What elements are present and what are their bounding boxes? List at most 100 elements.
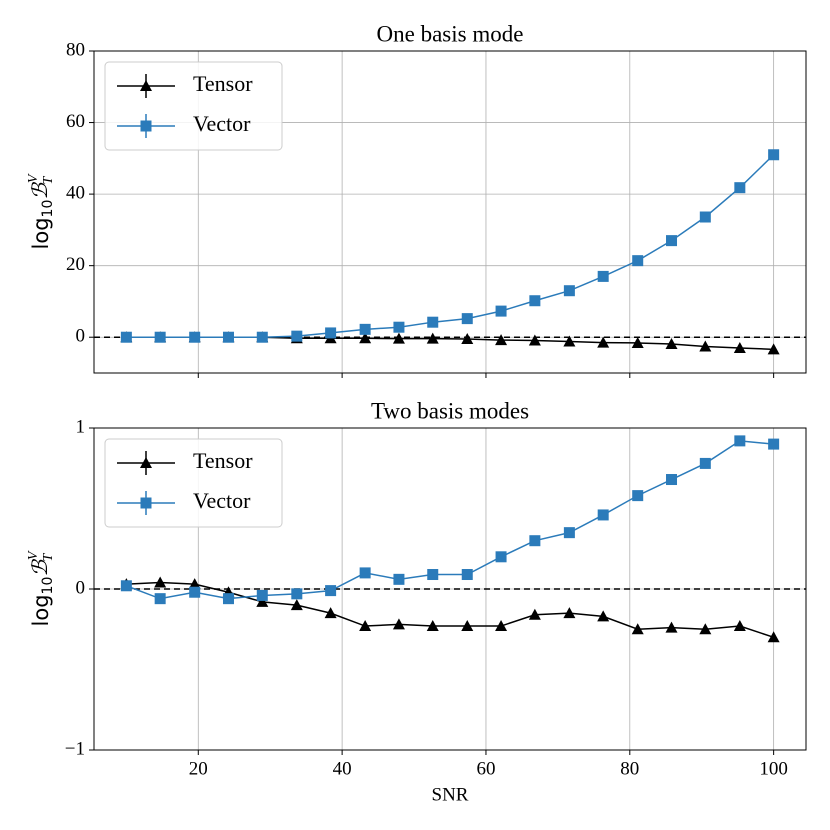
data-point	[256, 595, 269, 607]
legend-marker	[140, 457, 152, 468]
legend-marker	[140, 497, 152, 509]
y-axis-label-part: V	[26, 550, 41, 560]
data-point	[529, 535, 541, 547]
data-point	[734, 182, 746, 194]
data-point	[666, 235, 678, 247]
data-point	[699, 623, 712, 635]
data-point	[734, 435, 746, 447]
series-line	[126, 581, 774, 639]
data-point	[528, 334, 541, 346]
data-point	[631, 623, 644, 635]
data-point	[120, 331, 132, 343]
data-point	[768, 438, 780, 450]
chart-title: Two basis modes	[371, 398, 529, 423]
y-axis-label-part: ℬ	[28, 182, 52, 200]
legend-label: Tensor	[193, 448, 253, 473]
data-point	[392, 332, 405, 344]
y-tick-label: 20	[66, 254, 85, 275]
x-tick-label: 40	[333, 758, 352, 779]
data-point	[597, 509, 609, 521]
data-point	[427, 569, 439, 581]
data-point	[665, 338, 678, 350]
y-tick-label: 40	[66, 182, 85, 203]
data-point	[291, 330, 303, 342]
data-point	[290, 599, 303, 611]
data-point	[427, 316, 439, 328]
data-point	[359, 620, 372, 632]
data-point	[189, 331, 201, 343]
y-axis-label-part: log	[29, 594, 53, 626]
data-point	[733, 620, 746, 632]
y-tick-label: 1	[76, 416, 86, 437]
data-point	[359, 332, 372, 344]
data-point	[392, 618, 405, 630]
data-point	[222, 331, 234, 343]
data-point	[699, 457, 711, 469]
data-point	[666, 474, 678, 486]
data-point	[699, 340, 712, 352]
data-point	[325, 327, 337, 339]
data-point	[632, 255, 644, 267]
data-point	[767, 343, 780, 355]
data-point	[563, 607, 576, 619]
y-tick-label: 60	[66, 111, 85, 132]
plot-frame	[93, 427, 807, 751]
y-tick-label: 80	[66, 39, 85, 60]
series-line	[126, 154, 775, 338]
data-point	[733, 341, 746, 353]
y-axis-label: log10ℬVT	[26, 550, 56, 626]
data-point	[597, 270, 609, 282]
data-point	[529, 295, 541, 307]
legend-marker	[140, 80, 152, 91]
y-tick-label: 0	[76, 326, 86, 347]
x-axis-label: SNR	[432, 784, 469, 805]
y-axis-label-part: V	[26, 173, 41, 183]
data-point	[291, 588, 303, 600]
data-point	[154, 593, 166, 605]
data-point	[632, 490, 644, 502]
data-point	[426, 620, 439, 632]
data-point	[426, 332, 439, 344]
data-point	[359, 323, 371, 335]
data-point	[665, 621, 678, 633]
x-tick-label: 80	[620, 758, 639, 779]
data-point	[256, 331, 268, 343]
legend-marker	[140, 120, 152, 132]
y-axis-label-part: 10	[40, 200, 56, 218]
data-point	[222, 593, 234, 605]
data-point	[256, 589, 268, 601]
y-axis-label: log10ℬVT	[26, 173, 56, 249]
data-point	[631, 336, 644, 348]
data-point	[563, 285, 575, 297]
y-tick-label: 0	[76, 577, 86, 598]
data-point	[393, 573, 405, 585]
data-point	[393, 321, 405, 333]
data-point	[597, 610, 610, 622]
data-point	[767, 631, 780, 643]
data-point	[359, 567, 371, 579]
y-axis-label-part: 10	[40, 577, 56, 595]
y-axis-label-part: T	[41, 176, 56, 185]
data-point	[768, 149, 780, 161]
y-tick-label: −1	[65, 738, 85, 759]
data-point	[154, 331, 166, 343]
data-point	[189, 586, 201, 598]
data-point	[597, 336, 610, 348]
data-point	[324, 607, 337, 619]
data-point	[461, 620, 474, 632]
data-point	[120, 580, 132, 592]
plot-frame	[93, 50, 807, 374]
data-point	[154, 576, 167, 588]
chart-title: One basis mode	[377, 21, 524, 46]
data-point	[325, 585, 337, 597]
y-axis-label-part: log	[29, 217, 53, 249]
data-point	[699, 211, 711, 223]
data-point	[188, 578, 201, 590]
data-point	[461, 313, 473, 325]
legend-label: Vector	[193, 111, 251, 136]
data-point	[495, 334, 508, 346]
data-point	[495, 551, 507, 563]
x-tick-label: 60	[476, 758, 495, 779]
legend-label: Vector	[193, 488, 251, 513]
